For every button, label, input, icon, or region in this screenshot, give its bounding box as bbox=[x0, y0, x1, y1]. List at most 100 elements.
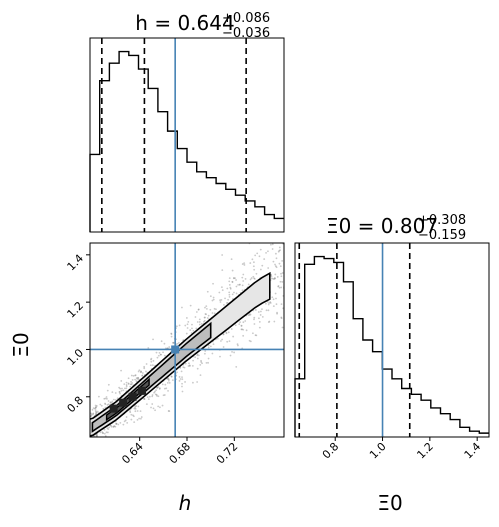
scatter-point bbox=[119, 421, 122, 424]
scatter-point bbox=[203, 319, 206, 322]
scatter-point bbox=[102, 439, 104, 441]
scatter-point bbox=[153, 391, 155, 394]
scatter-point bbox=[95, 411, 98, 414]
scatter-point bbox=[195, 311, 198, 313]
x-axis-label-h: h bbox=[179, 491, 192, 515]
scatter-point bbox=[188, 364, 191, 367]
scatter-point bbox=[247, 283, 250, 286]
scatter-point bbox=[90, 412, 92, 415]
scatter-point bbox=[257, 311, 260, 313]
scatter-point bbox=[90, 415, 92, 418]
scatter-point bbox=[276, 312, 278, 315]
scatter-point bbox=[196, 381, 199, 383]
scatter-point bbox=[253, 277, 256, 280]
density-cell-1 bbox=[119, 398, 128, 407]
scatter-point bbox=[111, 400, 114, 403]
scatter-point bbox=[198, 318, 201, 321]
scatter-point bbox=[122, 389, 125, 392]
scatter-point bbox=[139, 371, 142, 374]
scatter-point bbox=[228, 340, 231, 342]
scatter-point bbox=[197, 354, 200, 357]
scatter-point bbox=[127, 382, 130, 385]
scatter-point bbox=[130, 413, 133, 416]
scatter-point bbox=[109, 401, 112, 404]
scatter-point bbox=[161, 383, 164, 386]
scatter-point bbox=[240, 324, 243, 327]
scatter-point bbox=[140, 371, 143, 373]
scatter-point bbox=[154, 390, 156, 393]
scatter-point bbox=[200, 361, 203, 363]
scatter-point bbox=[112, 398, 115, 401]
scatter-point bbox=[109, 424, 112, 427]
scatter-point bbox=[151, 395, 154, 398]
scatter-point bbox=[132, 414, 134, 417]
scatter-point bbox=[99, 443, 101, 445]
scatter-point bbox=[170, 332, 173, 335]
scatter-point bbox=[137, 377, 140, 379]
scatter-point bbox=[145, 370, 147, 373]
scatter-point bbox=[237, 344, 239, 347]
scatter-point bbox=[107, 400, 110, 402]
scatter-point bbox=[189, 329, 192, 331]
x-axis-label-xi0: Ξ0 bbox=[377, 491, 402, 515]
scatter-point bbox=[185, 317, 188, 319]
scatter-point bbox=[228, 295, 231, 298]
scatter-point bbox=[92, 407, 95, 410]
scatter-point bbox=[116, 397, 119, 400]
scatter-point bbox=[265, 309, 268, 312]
scatter-point bbox=[136, 410, 139, 412]
scatter-point bbox=[120, 380, 123, 382]
scatter-point bbox=[234, 277, 236, 280]
scatter-point bbox=[280, 275, 283, 278]
scatter-point bbox=[136, 377, 139, 380]
scatter-point bbox=[97, 438, 99, 440]
scatter-point bbox=[105, 431, 108, 434]
scatter-point bbox=[204, 316, 206, 319]
y-axis-label-xi0: Ξ0 bbox=[9, 332, 33, 357]
scatter-point bbox=[119, 387, 122, 390]
scatter-point bbox=[194, 316, 197, 318]
scatter-point bbox=[93, 407, 96, 410]
scatter-point bbox=[209, 295, 212, 298]
scatter-point bbox=[196, 354, 199, 357]
scatter-point bbox=[215, 308, 217, 311]
scatter-point bbox=[222, 346, 225, 348]
scatter-point bbox=[202, 320, 205, 323]
scatter-point bbox=[141, 374, 144, 377]
scatter-point bbox=[267, 321, 270, 324]
scatter-point bbox=[278, 286, 281, 289]
scatter-point bbox=[267, 303, 270, 306]
xi0-title-sup: +0.308 bbox=[418, 213, 466, 228]
scatter-point bbox=[130, 383, 133, 386]
scatter-point bbox=[191, 327, 193, 330]
scatter-point bbox=[284, 254, 286, 256]
scatter-point bbox=[104, 435, 107, 437]
scatter-point bbox=[228, 277, 231, 280]
scatter-point bbox=[263, 258, 266, 260]
scatter-point bbox=[139, 417, 142, 420]
scatter-point bbox=[99, 443, 101, 445]
scatter-point bbox=[272, 278, 275, 280]
scatter-point bbox=[249, 313, 252, 316]
scatter-point bbox=[92, 412, 95, 415]
scatter-point bbox=[200, 322, 203, 325]
truth-marker bbox=[171, 345, 180, 354]
scatter-point bbox=[253, 323, 256, 325]
scatter-point bbox=[91, 408, 94, 411]
scatter-point bbox=[211, 312, 214, 314]
scatter-point bbox=[134, 374, 137, 377]
scatter-point bbox=[265, 302, 267, 305]
scatter-point bbox=[275, 303, 278, 306]
scatter-point bbox=[271, 248, 274, 250]
xi0-title: Ξ0 = 0.807 bbox=[326, 214, 438, 238]
scatter-point bbox=[274, 252, 277, 255]
scatter-point bbox=[277, 285, 280, 287]
scatter-point bbox=[274, 292, 277, 295]
contour-inner bbox=[105, 377, 150, 422]
scatter-point bbox=[261, 315, 264, 318]
scatter-point bbox=[166, 381, 169, 384]
scatter-point bbox=[261, 264, 264, 267]
scatter-point bbox=[195, 327, 198, 330]
scatter-point bbox=[209, 345, 212, 348]
scatter-point bbox=[230, 328, 233, 330]
